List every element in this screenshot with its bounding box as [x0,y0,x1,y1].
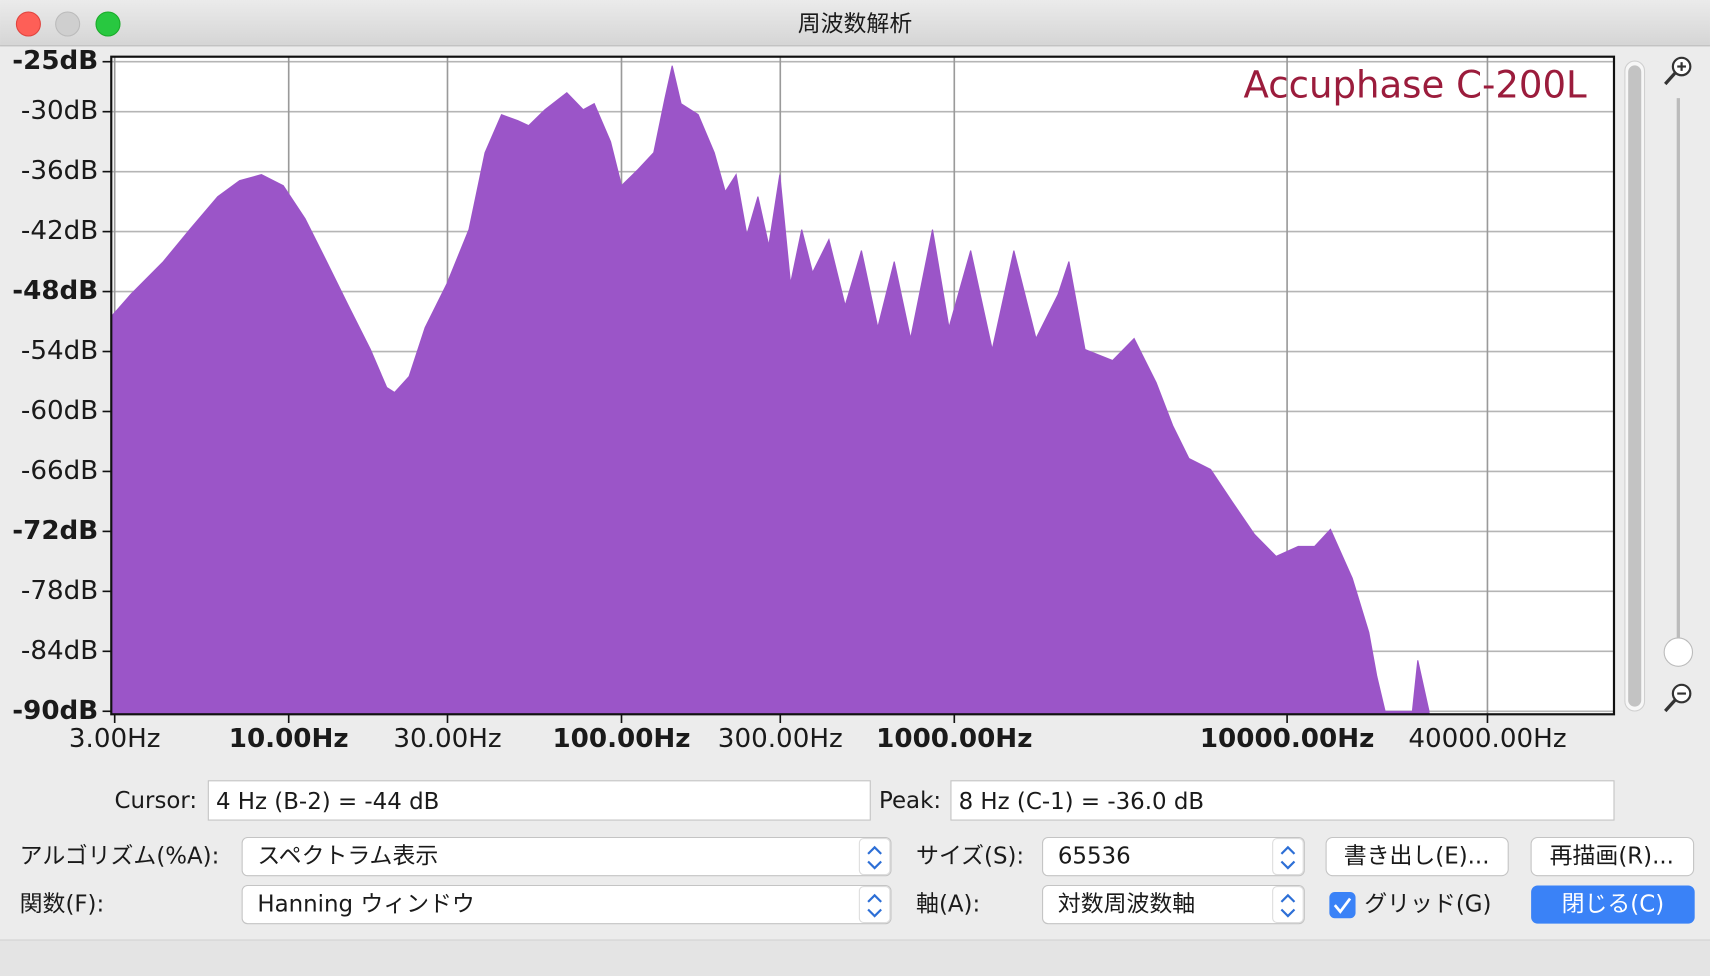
close-light[interactable] [15,11,41,37]
close-button-label: 閉じる(C) [1562,892,1665,918]
zoom-out-icon[interactable] [1664,683,1692,713]
cursor-field [207,780,871,821]
title-bar [0,0,1710,46]
x-tick-label: 30.00Hz [393,724,501,754]
function-dropdown[interactable]: Hanning ウィンドウ [241,884,892,925]
y-tick-label: -25dB [12,46,98,76]
y-tick-label: -48dB [12,276,98,306]
spectrum-area [110,65,1430,715]
zoom-slider-thumb[interactable] [1628,65,1642,707]
y-tick-label: -84dB [21,636,98,666]
y-tick-label: -72dB [12,516,98,546]
x-tick-label: 10.00Hz [229,724,349,754]
axis-dropdown[interactable]: 対数周波数軸 [1042,884,1305,925]
status-bar [0,940,1710,976]
size-value: 65536 [1058,844,1131,870]
algorithm-value: スペクトラム表示 [257,844,438,870]
y-tick-label: -60dB [21,396,98,426]
zoom-light[interactable] [95,11,121,37]
cursor-value: 4 Hz (B-2) = -44 dB [216,789,439,815]
function-label: 関数(F): [20,892,105,918]
x-tick-label: 1000.00Hz [876,724,1032,754]
axis-label: 軸(A): [916,892,980,918]
y-tick-label: -36dB [21,156,98,186]
algorithm-dropdown[interactable]: スペクトラム表示 [241,836,892,877]
plot-frame [110,55,1616,716]
zoom-in-icon[interactable] [1664,56,1692,86]
x-tick-label: 10000.00Hz [1200,724,1374,754]
x-tick-label: 3.00Hz [69,724,161,754]
grid-checkbox[interactable]: グリッド(G) [1329,892,1491,919]
annotation: Accuphase C-200L [1244,64,1588,107]
export-button[interactable]: 書き出し(E)... [1325,836,1509,877]
cursor-label: Cursor: [115,788,198,814]
grid-checkbox-label: グリッド(G) [1364,892,1491,918]
algorithm-label: アルゴリズム(%A): [20,844,220,870]
replot-button[interactable]: 再描画(R)... [1530,836,1695,877]
export-button-label: 書き出し(E)... [1344,844,1490,870]
y-tick-label: -42dB [21,216,98,246]
size-dropdown[interactable]: 65536 [1042,836,1305,877]
close-button[interactable]: 閉じる(C) [1531,885,1695,924]
peak-field [950,780,1615,821]
function-value: Hanning ウィンドウ [257,892,474,918]
window-title: 周波数解析 [798,12,912,38]
minimize-light[interactable] [55,11,81,37]
y-tick-label: -78dB [21,576,98,606]
x-tick-label: 300.00Hz [718,724,843,754]
size-label: サイズ(S): [916,844,1024,870]
axis-value: 対数周波数軸 [1058,892,1195,918]
y-tick-label: -54dB [21,336,98,366]
x-tick-label: 100.00Hz [552,724,690,754]
y-tick-label: -66dB [21,456,98,486]
vertical-zoom-knob[interactable] [1663,637,1694,667]
x-tick-label: 40000.00Hz [1408,724,1566,754]
y-tick-label: -90dB [12,696,98,726]
peak-label: Peak: [879,788,941,814]
peak-value: 8 Hz (C-1) = -36.0 dB [959,789,1204,815]
replot-button-label: 再描画(R)... [1550,844,1674,870]
y-tick-label: -30dB [21,96,98,126]
